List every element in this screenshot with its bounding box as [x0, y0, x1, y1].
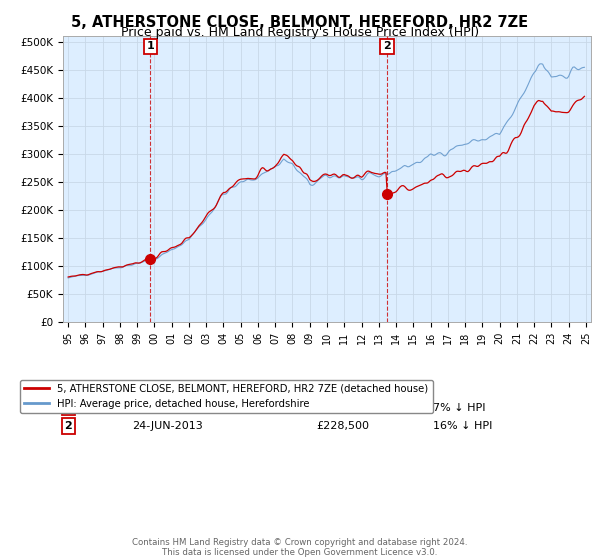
Text: 2: 2 — [64, 421, 72, 431]
Text: Price paid vs. HM Land Registry's House Price Index (HPI): Price paid vs. HM Land Registry's House … — [121, 26, 479, 39]
Text: Contains HM Land Registry data © Crown copyright and database right 2024.
This d: Contains HM Land Registry data © Crown c… — [132, 538, 468, 557]
Text: 16% ↓ HPI: 16% ↓ HPI — [433, 421, 492, 431]
Text: 1: 1 — [64, 403, 72, 413]
Legend: 5, ATHERSTONE CLOSE, BELMONT, HEREFORD, HR2 7ZE (detached house), HPI: Average p: 5, ATHERSTONE CLOSE, BELMONT, HEREFORD, … — [20, 380, 433, 413]
Text: 24-JUN-2013: 24-JUN-2013 — [131, 421, 202, 431]
Text: £112,000: £112,000 — [316, 403, 369, 413]
Text: 2: 2 — [383, 41, 391, 52]
Text: 07-OCT-1999: 07-OCT-1999 — [131, 403, 205, 413]
Text: 5, ATHERSTONE CLOSE, BELMONT, HEREFORD, HR2 7ZE: 5, ATHERSTONE CLOSE, BELMONT, HEREFORD, … — [71, 15, 529, 30]
Bar — [151, 36, 387, 322]
Text: 1: 1 — [146, 41, 154, 52]
Text: £228,500: £228,500 — [316, 421, 370, 431]
Text: 7% ↓ HPI: 7% ↓ HPI — [433, 403, 485, 413]
